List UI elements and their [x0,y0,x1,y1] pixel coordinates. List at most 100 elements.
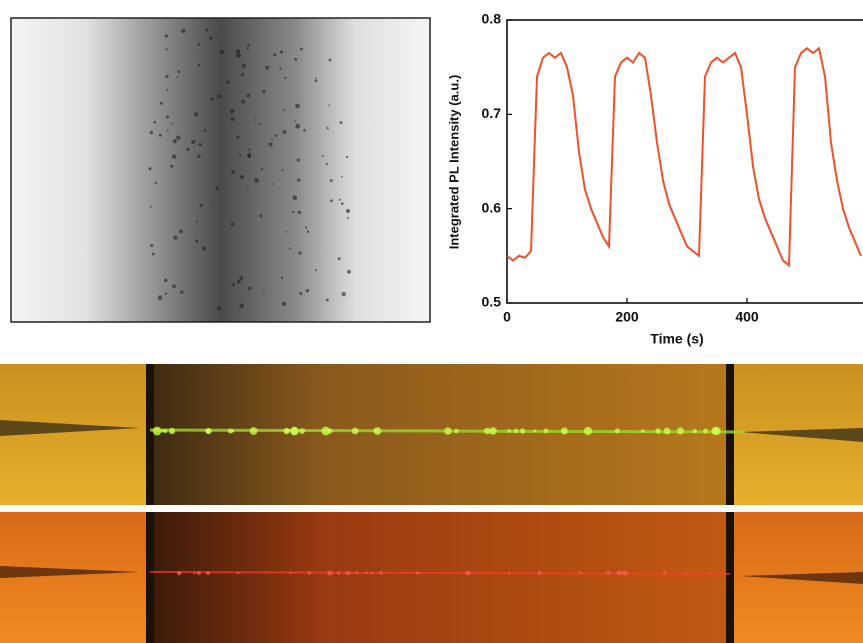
speckle [292,195,298,201]
speckle [246,46,250,50]
red-spot [344,571,347,575]
speckle [198,142,202,147]
speckle [303,128,306,132]
speckle [281,169,284,171]
speckle [211,204,213,207]
speckle [203,129,207,132]
green-spot [489,427,497,435]
speckle [279,50,284,54]
red-spot [662,571,667,575]
x-tick-label: 0 [503,309,511,325]
red-spot [307,571,312,575]
speckle [197,43,201,46]
speckle [339,121,343,125]
red-spot [176,570,182,576]
speckle [215,36,218,39]
speckle [217,306,222,311]
speckle [248,148,251,151]
green-spot [614,428,620,434]
y-axis-label: Integrated PL Intensity (a.u.) [446,75,461,250]
speckle [341,175,343,178]
green-spot [285,428,290,434]
speckle [330,199,333,203]
speckle [325,162,329,166]
green-spot [444,427,452,435]
speckle [246,93,251,98]
red-spot [355,571,359,575]
green-spot [692,428,697,434]
speckle [241,275,244,278]
speckle [195,220,199,223]
speckle [197,154,201,158]
speckle [193,140,196,143]
speckle [268,142,273,147]
speckle [279,67,282,70]
speckle [284,76,287,80]
green-spot [249,427,258,435]
speckle [164,34,169,38]
speckle [306,230,310,233]
microscope-photos [0,364,863,643]
speckle [315,77,317,79]
speckle [225,80,230,85]
photo-side [0,512,150,643]
green-spot [519,428,526,434]
speckle [240,73,245,77]
red-spot [708,571,712,575]
speckle [201,246,207,251]
green-spot [373,429,378,433]
speckle [280,276,284,279]
red-spot [538,571,542,575]
speckle [259,214,263,218]
speckle [258,123,261,126]
speckle [296,178,301,182]
speckle [265,65,270,70]
speckle [281,301,287,307]
green-spot [513,428,519,434]
speckle [186,147,190,152]
speckle [153,120,157,124]
speckle [231,169,236,174]
red-spot [206,571,210,575]
speckle [230,116,235,122]
green-spot [655,428,661,434]
speckle [219,49,225,55]
red-spot [197,571,201,575]
speckle [166,115,170,119]
green-spot [676,427,685,435]
y-tick-label: 0.5 [482,294,502,310]
speckle [176,135,181,140]
speckle [297,210,302,215]
green-spot [543,428,549,434]
speckle [165,74,169,79]
green-spot [205,428,212,434]
speckle [166,129,169,132]
speckle [299,47,303,51]
speckle [298,251,302,255]
speckle [235,49,241,54]
green-spot [640,429,645,433]
speckle [295,123,301,129]
speckle [171,122,174,125]
speckle [230,222,235,226]
grayscale-image [10,17,431,323]
speckle [165,48,168,51]
speckle [199,203,203,207]
speckle [210,97,214,101]
speckle [254,178,259,183]
speckle [304,226,308,229]
red-spot [330,571,334,575]
speckle [247,43,251,47]
speckle [338,198,341,201]
speckle [163,278,168,283]
speckle [289,247,292,250]
speckle [239,276,243,281]
green-spot [507,429,512,433]
speckle [181,28,186,33]
speckle [296,158,300,162]
red-spot [685,571,688,575]
speckle [283,108,286,112]
speckle [271,183,274,185]
green-spot [161,429,165,433]
